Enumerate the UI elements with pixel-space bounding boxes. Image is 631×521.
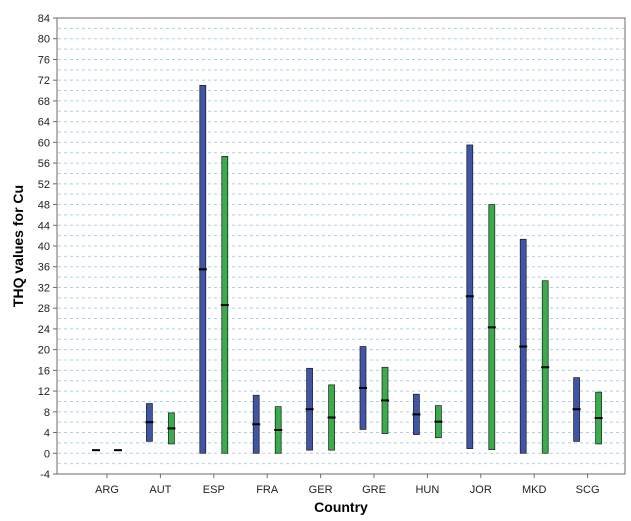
y-tick-label: 52 [38,179,50,191]
y-tick-label: 8 [44,407,50,419]
x-axis-ticks: ARG AUT ESP FRA GER GRE HUN JOR MKD SCG [95,474,600,496]
y-tick-label: 60 [38,137,50,149]
x-tick-label: MKD [522,484,547,496]
y-tick-label: 0 [44,448,50,460]
y-tick-label: 4 [44,428,50,440]
x-tick-label: ARG [95,484,119,496]
y-tick-label: 40 [38,241,50,253]
y-tick-label: 64 [38,117,50,129]
y-tick-label: 32 [38,282,50,294]
y-tick-label: 76 [38,54,50,66]
x-tick-label: FRA [256,484,279,496]
y-tick-label: 56 [38,158,50,170]
y-axis-title: THQ values for Cu [10,185,26,307]
x-tick-label: AUT [149,484,171,496]
y-tick-label: 84 [38,13,50,25]
y-tick-label: 16 [38,365,50,377]
range-bars [92,85,603,454]
x-tick-label: GER [309,484,333,496]
y-tick-label: 48 [38,200,50,212]
x-tick-label: JOR [470,484,492,496]
y-tick-label: 36 [38,262,50,274]
y-tick-label: 68 [38,96,50,108]
x-tick-label: GRE [362,484,386,496]
y-tick-label: 20 [38,345,50,357]
y-tick-label: 80 [38,34,50,46]
y-axis-ticks: -404812162024283236404448525660646872768… [38,13,57,481]
y-tick-label: 28 [38,303,50,315]
y-tick-label: 72 [38,75,50,87]
x-axis-title: Country [314,499,368,515]
y-tick-label: 24 [38,324,50,336]
x-tick-label: SCG [576,484,600,496]
grid-lines [58,27,624,465]
x-tick-label: HUN [415,484,439,496]
x-tick-label: ESP [203,484,225,496]
y-tick-label: 44 [38,220,50,232]
y-tick-label: 12 [38,386,50,398]
y-tick-label: -4 [40,469,50,481]
